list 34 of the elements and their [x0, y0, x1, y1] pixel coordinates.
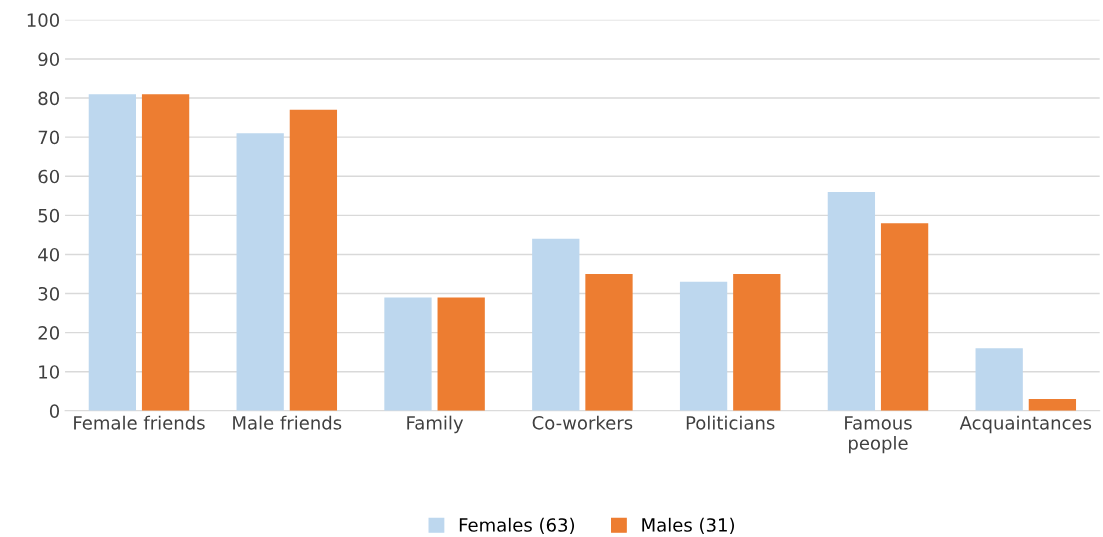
y-tick-label: 50 — [38, 208, 60, 223]
y-tick-label: 70 — [38, 130, 60, 145]
y-tick-label: 80 — [38, 91, 60, 106]
x-tick-label: Family — [407, 415, 464, 434]
bar — [880, 223, 929, 411]
x-tick-label: Male friends — [233, 415, 342, 430]
y-tick-label: 20 — [38, 326, 60, 340]
bar — [975, 348, 1023, 411]
x-tick-label: Politicians — [686, 415, 775, 430]
legend-label: Males (31) — [642, 517, 735, 534]
y-tick-label: 40 — [38, 247, 60, 262]
bar — [236, 133, 284, 411]
bar — [289, 109, 338, 411]
y-tick-label: 30 — [38, 286, 60, 301]
bar — [88, 94, 137, 411]
x-tick-label: Acquaintances — [959, 415, 1092, 434]
bar — [1028, 399, 1077, 411]
bar — [437, 297, 485, 411]
y-tick-label: 100 — [27, 13, 60, 27]
bar — [141, 94, 190, 411]
y-tick-label: 60 — [38, 169, 60, 184]
x-tick-label: Co-workers — [532, 415, 633, 430]
y-tick-label: 10 — [39, 365, 60, 379]
bar — [585, 273, 633, 411]
bar — [679, 281, 728, 411]
bar — [827, 191, 876, 411]
bar — [532, 238, 580, 411]
legend-label: Females (63) — [459, 517, 575, 534]
x-tick-label: Famous people — [845, 416, 912, 454]
bar — [733, 273, 781, 411]
x-tick-label: Female friends — [74, 415, 205, 430]
y-tick-label: 90 — [38, 52, 60, 67]
y-tick-label: 0 — [49, 404, 60, 418]
bar — [384, 297, 432, 411]
